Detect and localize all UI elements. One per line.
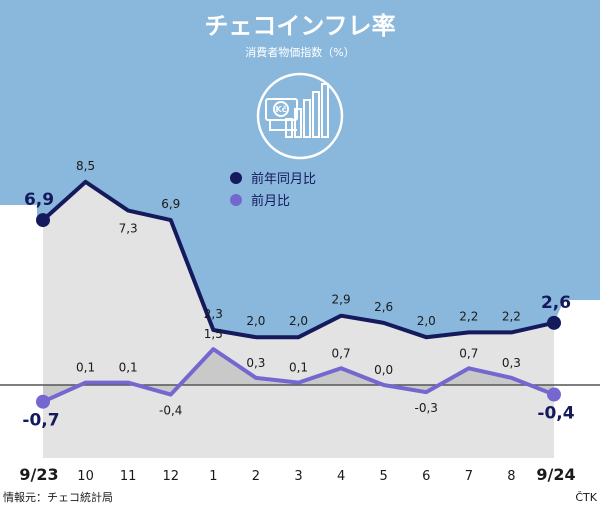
yoy-data-label: 2,2: [502, 309, 521, 323]
mom-data-label: 0,7: [459, 346, 478, 360]
x-tick-label: 4: [337, 469, 345, 484]
x-tick-label: 9/23: [19, 465, 58, 484]
chart-subtitle: 消費者物価指数（%）: [245, 45, 354, 59]
yoy-data-label: 2,0: [246, 314, 265, 328]
mom-data-label: -0,7: [22, 411, 59, 431]
yoy-data-label: 2,2: [459, 309, 478, 323]
legend-yoy-label: 前年同月比: [251, 171, 316, 187]
yoy-point: [36, 213, 50, 228]
mom-data-label: -0,4: [537, 404, 574, 424]
yoy-data-label: 8,5: [76, 159, 95, 173]
yoy-data-label: 6,9: [161, 197, 180, 211]
yoy-data-label: 6,9: [24, 190, 54, 210]
source-note: 情報元：チェコ統計局: [3, 490, 113, 504]
header-background: [0, 0, 600, 338]
legend-mom-label: 前月比: [251, 193, 290, 209]
x-tick-label: 12: [162, 469, 179, 484]
x-tick-label: 11: [120, 469, 137, 484]
mom-area-fill: [43, 349, 554, 402]
mom-point: [36, 394, 50, 409]
x-tick-label: 8: [507, 469, 515, 484]
yoy-data-label: 2,9: [332, 293, 351, 307]
mom-data-label: 1,5: [204, 327, 223, 341]
legend: 前年同月比 前月比: [230, 171, 316, 209]
svg-text:Kč: Kč: [276, 104, 287, 114]
mom-series-line: [42, 347, 555, 404]
x-tick-label: 5: [380, 469, 388, 484]
yoy-point: [547, 315, 561, 330]
mom-data-label: 0,1: [289, 361, 308, 375]
mom-data-label: 0,0: [374, 363, 393, 377]
mom-data-label: -0,4: [159, 404, 182, 418]
yoy-series-line: [41, 179, 555, 340]
x-tick-label: 2: [252, 469, 260, 484]
yoy-data-label: 2,6: [541, 293, 571, 313]
yoy-data-label: 2,0: [289, 314, 308, 328]
x-tick-label: 6: [422, 469, 430, 484]
yoy-data-label: 7,3: [119, 222, 138, 236]
x-tick-label: 7: [465, 469, 473, 484]
mom-data-label: 0,3: [502, 356, 521, 370]
mom-data-label: 0,1: [76, 361, 95, 375]
money-chart-icon: Kč: [256, 72, 344, 160]
yoy-data-label: 2,6: [374, 300, 393, 314]
chart-title: チェコインフレ率: [204, 12, 395, 40]
legend-mom-marker: [230, 194, 242, 206]
x-tick-label: 9/24: [536, 465, 575, 484]
x-axis-labels: 9/23 10 11 12 1 2 3 4 5 6 7 8 9/24: [19, 465, 575, 484]
x-tick-label: 1: [209, 469, 217, 484]
legend-yoy-marker: [230, 172, 242, 184]
mom-point: [547, 387, 561, 402]
chart-marks: 6,9 8,5 7,3 6,9 2,3 2,0 2,0 2,9 2,6 2,0 2,2 2,2 2,6 -…: [22, 159, 574, 431]
mom-data-label: 0,3: [246, 356, 265, 370]
agency-credit: ČTK: [575, 491, 597, 504]
mom-data-label: -0,3: [415, 401, 438, 415]
x-tick-label: 3: [294, 469, 302, 484]
yoy-data-label: 2,3: [204, 307, 223, 321]
yoy-data-label: 2,0: [417, 314, 436, 328]
mom-data-label: 0,7: [332, 346, 351, 360]
x-tick-label: 10: [77, 469, 94, 484]
mom-data-label: 0,1: [119, 361, 138, 375]
